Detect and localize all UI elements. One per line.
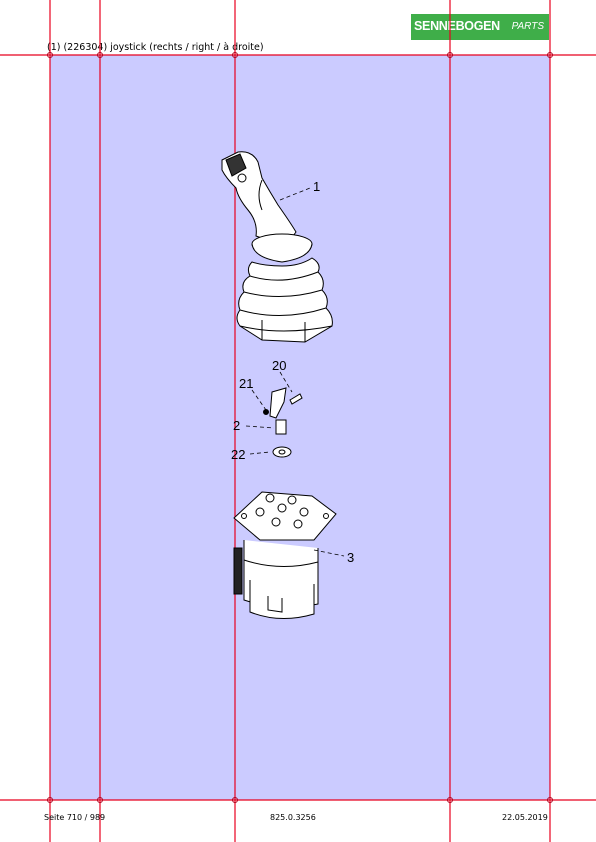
leader-lines bbox=[245, 187, 345, 557]
drawing-background bbox=[50, 55, 550, 800]
grid-markers bbox=[47, 52, 553, 803]
callout-2: 2 bbox=[233, 418, 240, 433]
logo-brand: SENNEBOGEN bbox=[414, 19, 500, 33]
footer-page-number: Seite 710 / 989 bbox=[44, 813, 106, 822]
joystick-base-drawing bbox=[233, 491, 337, 620]
callout-21: 21 bbox=[239, 376, 253, 391]
footer-date: 22.05.2019 bbox=[502, 813, 548, 822]
page-title: (1) (226304) joystick (rechts / right / … bbox=[47, 42, 264, 53]
callout-22: 22 bbox=[231, 447, 245, 462]
callout-20: 20 bbox=[272, 358, 286, 373]
callout-1: 1 bbox=[313, 179, 320, 194]
sennebogen-parts-logo: SENNEBOGEN PARTS bbox=[411, 14, 549, 40]
callout-3: 3 bbox=[347, 550, 354, 565]
footer-doc-number: 825.0.3256 bbox=[270, 813, 316, 822]
hardware-parts-drawing bbox=[263, 387, 303, 458]
logo-parts: PARTS bbox=[511, 21, 544, 32]
joystick-handle-drawing bbox=[221, 151, 333, 343]
